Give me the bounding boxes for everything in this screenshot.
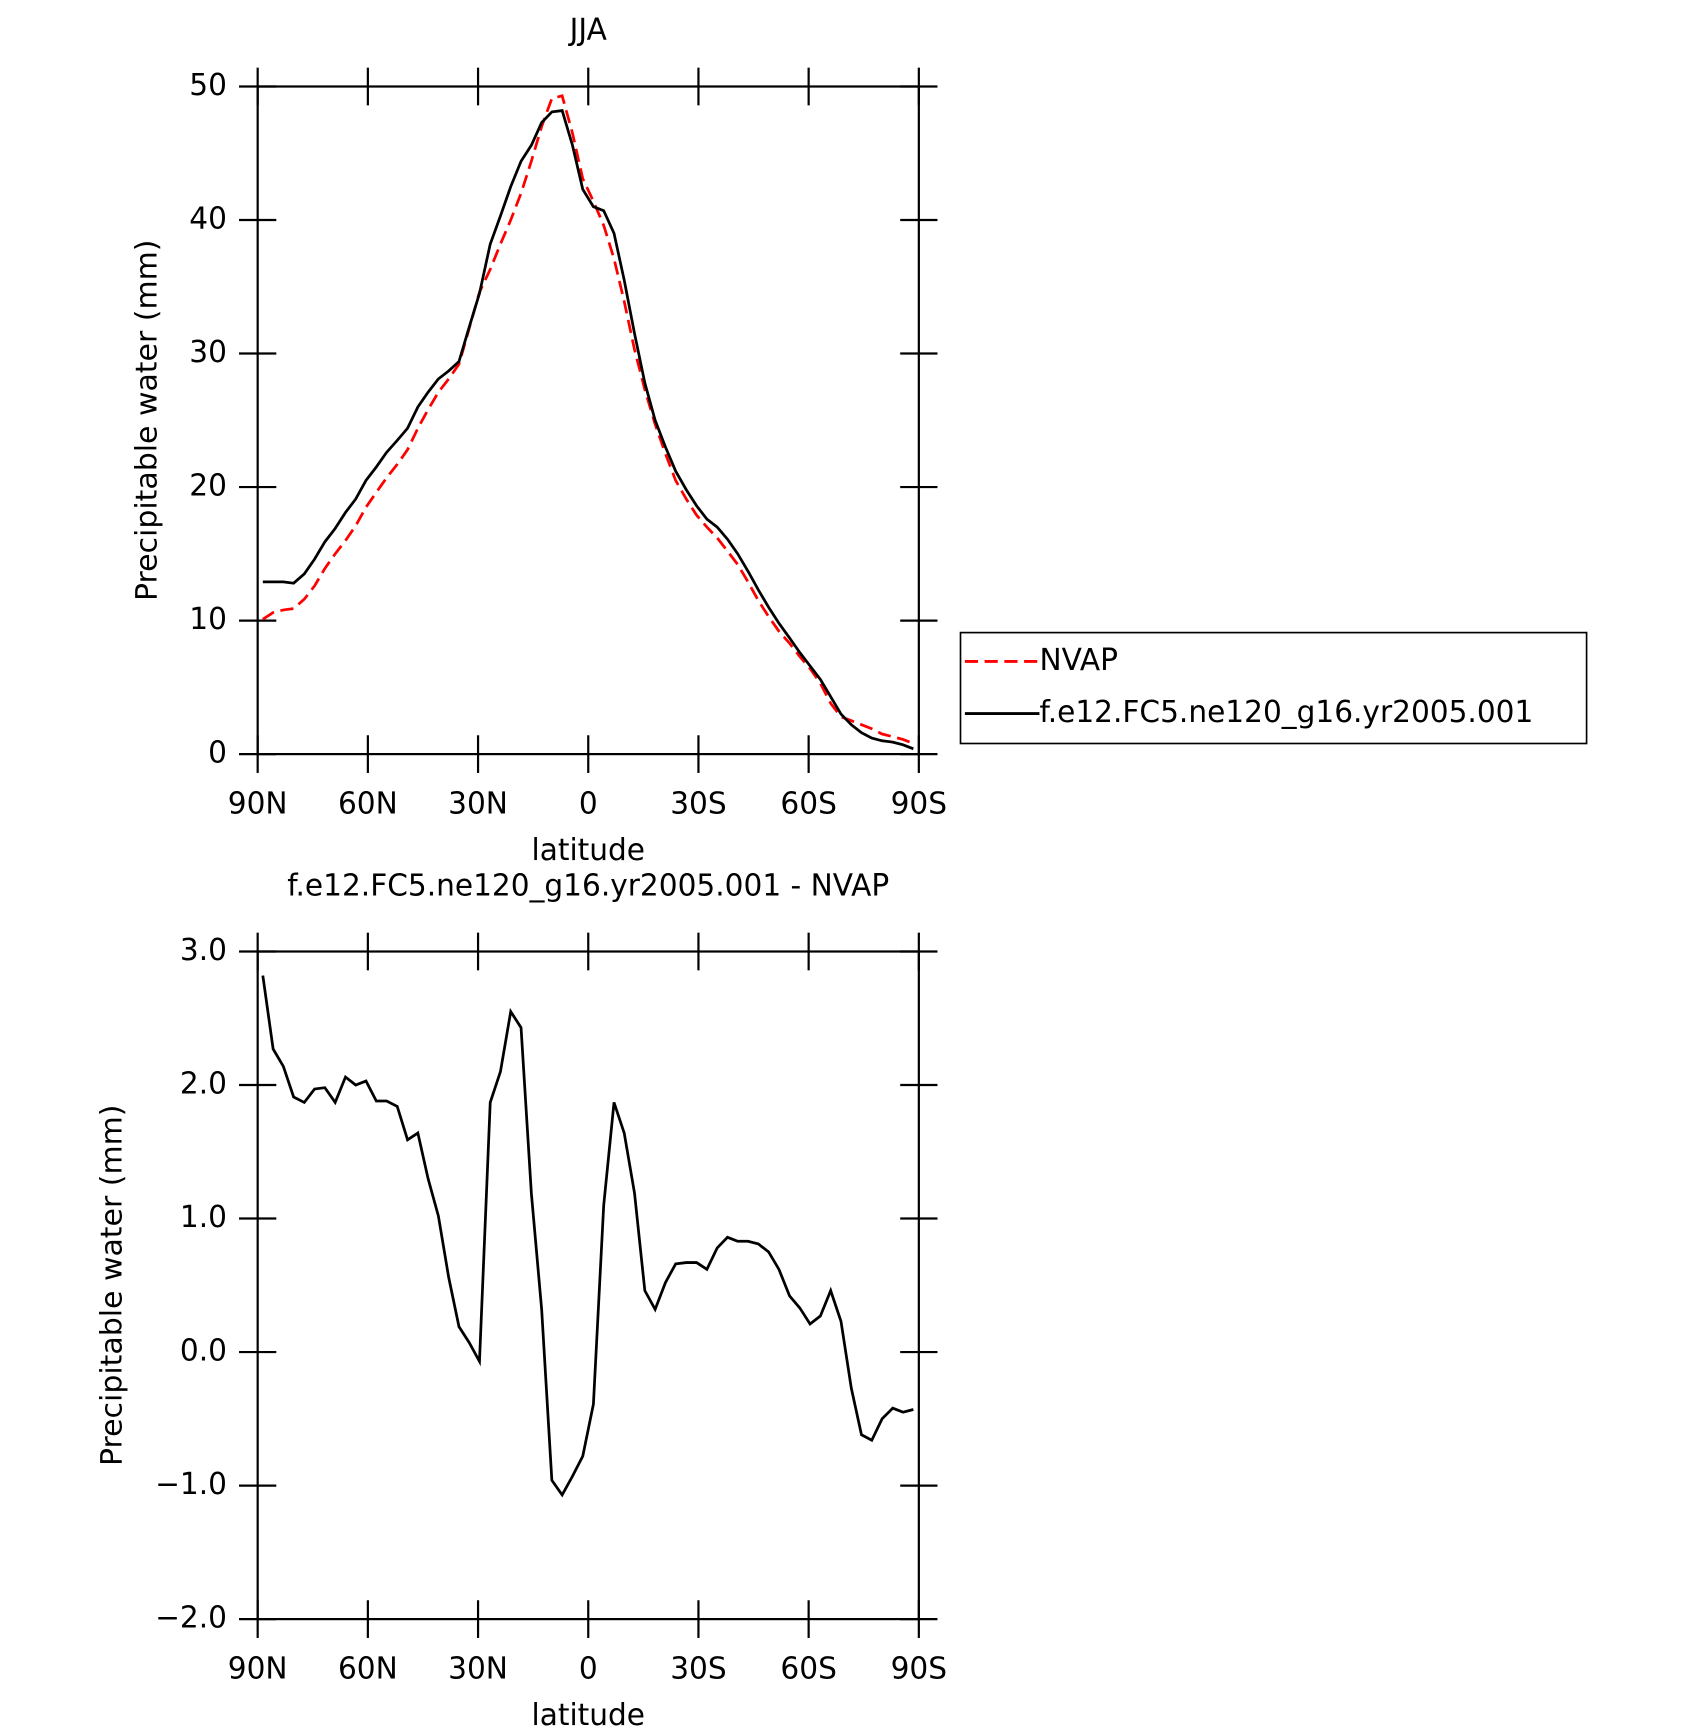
y-tick-label: 10 <box>189 602 227 637</box>
x-tick-label: 60S <box>780 787 836 822</box>
y-axis-label: Precipitable water (mm) <box>130 240 165 602</box>
x-tick-label: 30S <box>670 787 726 822</box>
data-line <box>261 975 914 1498</box>
y-tick-label: −1.0 <box>155 1467 227 1502</box>
x-tick-label: 90N <box>228 787 288 822</box>
legend-label: f.e12.FC5.ne120_g16.yr2005.001 <box>1039 695 1533 730</box>
chart-title: JJA <box>568 12 608 47</box>
y-tick-label: −2.0 <box>155 1600 227 1635</box>
y-tick-label: 20 <box>189 468 227 503</box>
y-tick-label: 40 <box>189 201 227 236</box>
y-axis-label: Precipitable water (mm) <box>95 1105 130 1467</box>
y-tick-label: 0.0 <box>180 1333 227 1368</box>
plot-frame <box>256 85 920 756</box>
x-tick-label: 90S <box>891 787 947 822</box>
x-axis-label: latitude <box>531 833 645 868</box>
y-tick-label: 30 <box>189 335 227 370</box>
x-tick-label: 30S <box>670 1652 726 1687</box>
x-axis-label: latitude <box>531 1698 645 1730</box>
x-tick-label: 90S <box>891 1652 947 1687</box>
data-line <box>262 109 914 751</box>
data-line <box>262 94 914 745</box>
x-tick-label: 90N <box>228 1652 288 1687</box>
y-tick-label: 50 <box>189 68 227 103</box>
x-tick-label: 0 <box>579 787 598 822</box>
x-tick-label: 60N <box>338 1652 398 1687</box>
x-tick-label: 30N <box>448 1652 508 1687</box>
plot-frame <box>256 950 920 1621</box>
legend-label: NVAP <box>1039 643 1118 678</box>
y-tick-label: 1.0 <box>180 1200 227 1235</box>
y-tick-label: 2.0 <box>180 1066 227 1101</box>
y-tick-label: 0 <box>208 735 227 770</box>
x-tick-label: 60N <box>338 787 398 822</box>
x-tick-label: 0 <box>579 1652 598 1687</box>
legend-box <box>959 631 1588 745</box>
chart-title: f.e12.FC5.ne120_g16.yr2005.001 - NVAP <box>287 869 889 904</box>
y-tick-label: 3.0 <box>180 933 227 968</box>
x-tick-label: 60S <box>780 1652 836 1687</box>
x-tick-label: 30N <box>448 787 508 822</box>
